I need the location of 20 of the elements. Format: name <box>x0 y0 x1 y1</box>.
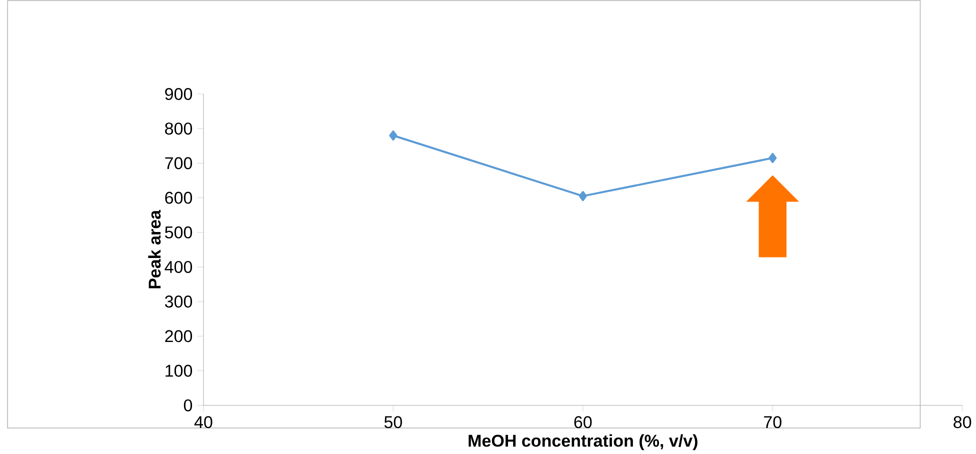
y-tick-label: 300 <box>164 295 192 308</box>
y-tick-label: 600 <box>165 192 192 204</box>
x-tick-label: 40 <box>194 416 212 428</box>
x-tick-label: 80 <box>954 416 972 428</box>
x-tick-label: 60 <box>574 416 592 428</box>
x-tick-label: 70 <box>764 416 782 428</box>
y-tick-label: 400 <box>164 260 192 273</box>
y-tick-label: 800 <box>165 122 192 134</box>
y-tick-label: 700 <box>165 157 192 170</box>
y-tick-label: 500 <box>164 226 192 238</box>
y-tick-label: 900 <box>165 88 192 100</box>
y-axis-title: Peak area <box>148 210 161 288</box>
point <box>578 190 587 201</box>
y-tick-label: 0 <box>184 399 192 412</box>
point <box>768 152 777 163</box>
point <box>389 130 398 140</box>
x-axis-title: MeOH concentration (%, v/v) <box>468 434 698 450</box>
x-tick-label: 50 <box>384 416 402 428</box>
y-tick-label: 100 <box>166 364 192 377</box>
y-tick-label: 200 <box>165 330 192 342</box>
